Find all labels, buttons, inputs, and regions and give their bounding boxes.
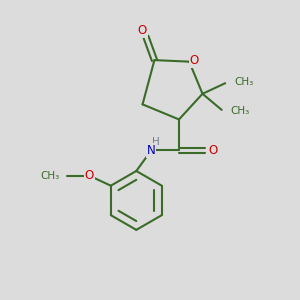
Text: CH₃: CH₃ — [41, 171, 60, 181]
Text: CH₃: CH₃ — [234, 77, 253, 87]
Text: H: H — [152, 137, 160, 147]
Text: O: O — [138, 24, 147, 37]
Text: O: O — [85, 169, 94, 182]
Text: O: O — [208, 144, 218, 157]
Text: CH₃: CH₃ — [230, 106, 250, 116]
Text: N: N — [147, 144, 155, 157]
Text: O: O — [190, 54, 199, 67]
